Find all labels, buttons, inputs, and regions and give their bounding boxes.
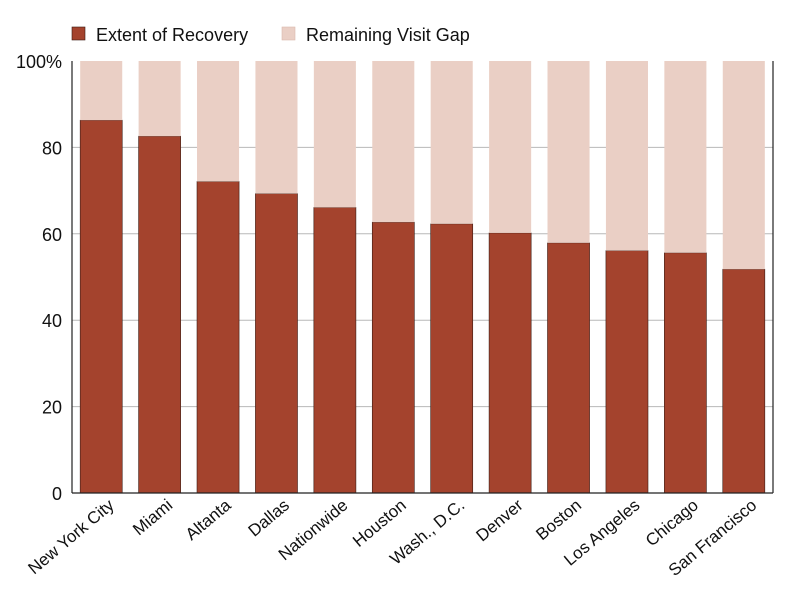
bar-recovery [196, 181, 240, 494]
y-tick-label: 60 [42, 225, 62, 245]
y-tick-label: 80 [42, 138, 62, 158]
bar-gap [255, 61, 298, 194]
x-tick-label: Boston [532, 496, 585, 545]
bar-gap [80, 61, 123, 121]
bar-gap [430, 61, 473, 224]
bar-recovery [605, 250, 649, 494]
x-tick-label: Denver [472, 495, 526, 545]
bar-gap [605, 61, 648, 251]
bar-recovery [547, 242, 590, 494]
legend-label: Extent of Recovery [96, 25, 248, 45]
x-tick-label: Dallas [245, 496, 293, 541]
x-tick-label: New York City [24, 495, 118, 578]
legend-swatch [71, 26, 86, 41]
y-tick-label: 40 [42, 311, 62, 331]
legend-label: Remaining Visit Gap [306, 25, 470, 45]
y-tick-label: 0 [52, 484, 62, 504]
bar-recovery [138, 135, 181, 494]
bar-gap [197, 61, 240, 182]
legend-swatch [281, 26, 296, 41]
bar-gap [372, 61, 415, 223]
bar-recovery [488, 232, 532, 494]
plot-area [72, 61, 773, 493]
x-tick-label: Miami [129, 496, 176, 540]
bar-recovery [79, 119, 123, 494]
bar-recovery [722, 268, 766, 494]
y-tick-label: 100% [16, 52, 62, 72]
bar-gap [664, 61, 707, 253]
bar-recovery [371, 221, 415, 494]
bar-recovery [430, 223, 474, 494]
bar-gap [722, 61, 765, 270]
bar-recovery [664, 252, 707, 494]
bar-gap [489, 61, 532, 233]
bar-recovery [313, 207, 357, 494]
bar-gap [313, 61, 356, 208]
y-tick-label: 20 [42, 398, 62, 418]
bar-recovery [255, 193, 298, 494]
x-tick-label: Altanta [182, 495, 235, 544]
bar-gap [138, 61, 181, 137]
bar-gap [547, 61, 590, 243]
